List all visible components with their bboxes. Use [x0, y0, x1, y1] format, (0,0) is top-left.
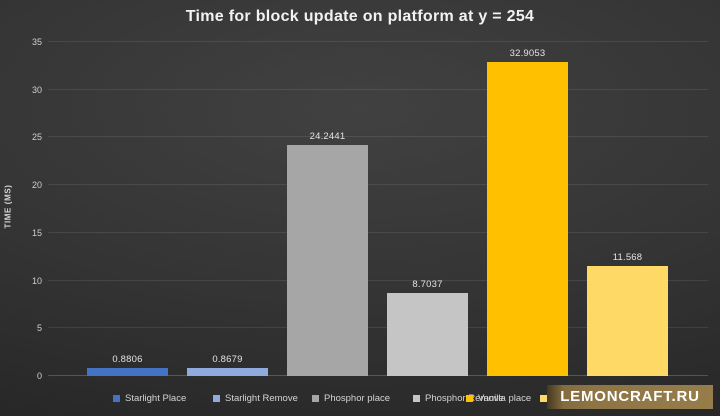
y-gridline — [48, 231, 708, 233]
legend-item-label: Starlight Place — [125, 393, 187, 405]
bar-value-label: 11.568 — [612, 251, 643, 263]
plot-area: 0 5 10 15 20 25 30 35 0.8806 0.8679 24.2441 8.7037 3… — [32, 37, 708, 381]
legend-item-label: Phosphor Remove — [425, 393, 504, 405]
legend-item: Starlight Place — [113, 390, 186, 406]
bar — [187, 367, 268, 376]
y-tick-label: 30 — [31, 84, 42, 95]
bar-value-label: 0.8806 — [112, 353, 143, 365]
y-gridline — [48, 41, 708, 42]
legend-swatch — [540, 395, 547, 403]
legend-item: Phosphor Remove — [413, 390, 504, 406]
legend-item: Vanilla place — [466, 390, 531, 406]
y-tick-label: 10 — [31, 275, 42, 286]
y-tick-label: 0 — [36, 371, 42, 381]
y-tick-label: 20 — [31, 180, 42, 191]
bar — [87, 367, 168, 376]
legend-item-label: Vanilla place — [478, 393, 532, 405]
legend-swatch — [213, 395, 220, 403]
y-gridline — [48, 184, 708, 186]
y-tick-label: 25 — [31, 132, 42, 143]
legend-swatch — [113, 395, 120, 403]
legend-item: Starlight Remove — [213, 390, 298, 406]
bar-value-label: 24.2441 — [309, 130, 346, 142]
y-tick-label: 15 — [31, 227, 42, 238]
bar — [287, 144, 368, 376]
legend-item-label: Starlight Remove — [225, 393, 298, 405]
legend-item-label: Phosphor place — [324, 393, 391, 405]
y-tick-label: 5 — [36, 323, 42, 334]
y-gridline — [48, 279, 708, 281]
legend-swatch — [312, 395, 319, 403]
bar — [487, 61, 568, 376]
legend: Starlight Place Starlight Remove Phosphor … — [0, 390, 720, 406]
watermark-badge: LEMONCRAFT.RU — [547, 385, 713, 409]
bar — [587, 265, 668, 376]
legend-item — [540, 390, 552, 406]
legend-swatch — [466, 395, 473, 403]
legend-swatch — [413, 395, 420, 403]
legend-item: Phosphor place — [312, 390, 390, 406]
y-gridline — [48, 136, 708, 138]
y-gridline — [48, 327, 708, 329]
x-axis-line — [48, 375, 708, 376]
chart-title: Time for block update on platform at y =… — [185, 8, 535, 25]
bar-value-label: 32.9053 — [509, 47, 546, 59]
bar — [387, 292, 468, 376]
y-gridline — [48, 88, 708, 90]
bar-value-label: 8.7037 — [412, 278, 443, 290]
bar-value-label: 0.8679 — [212, 353, 243, 365]
y-tick-label: 35 — [31, 37, 42, 47]
